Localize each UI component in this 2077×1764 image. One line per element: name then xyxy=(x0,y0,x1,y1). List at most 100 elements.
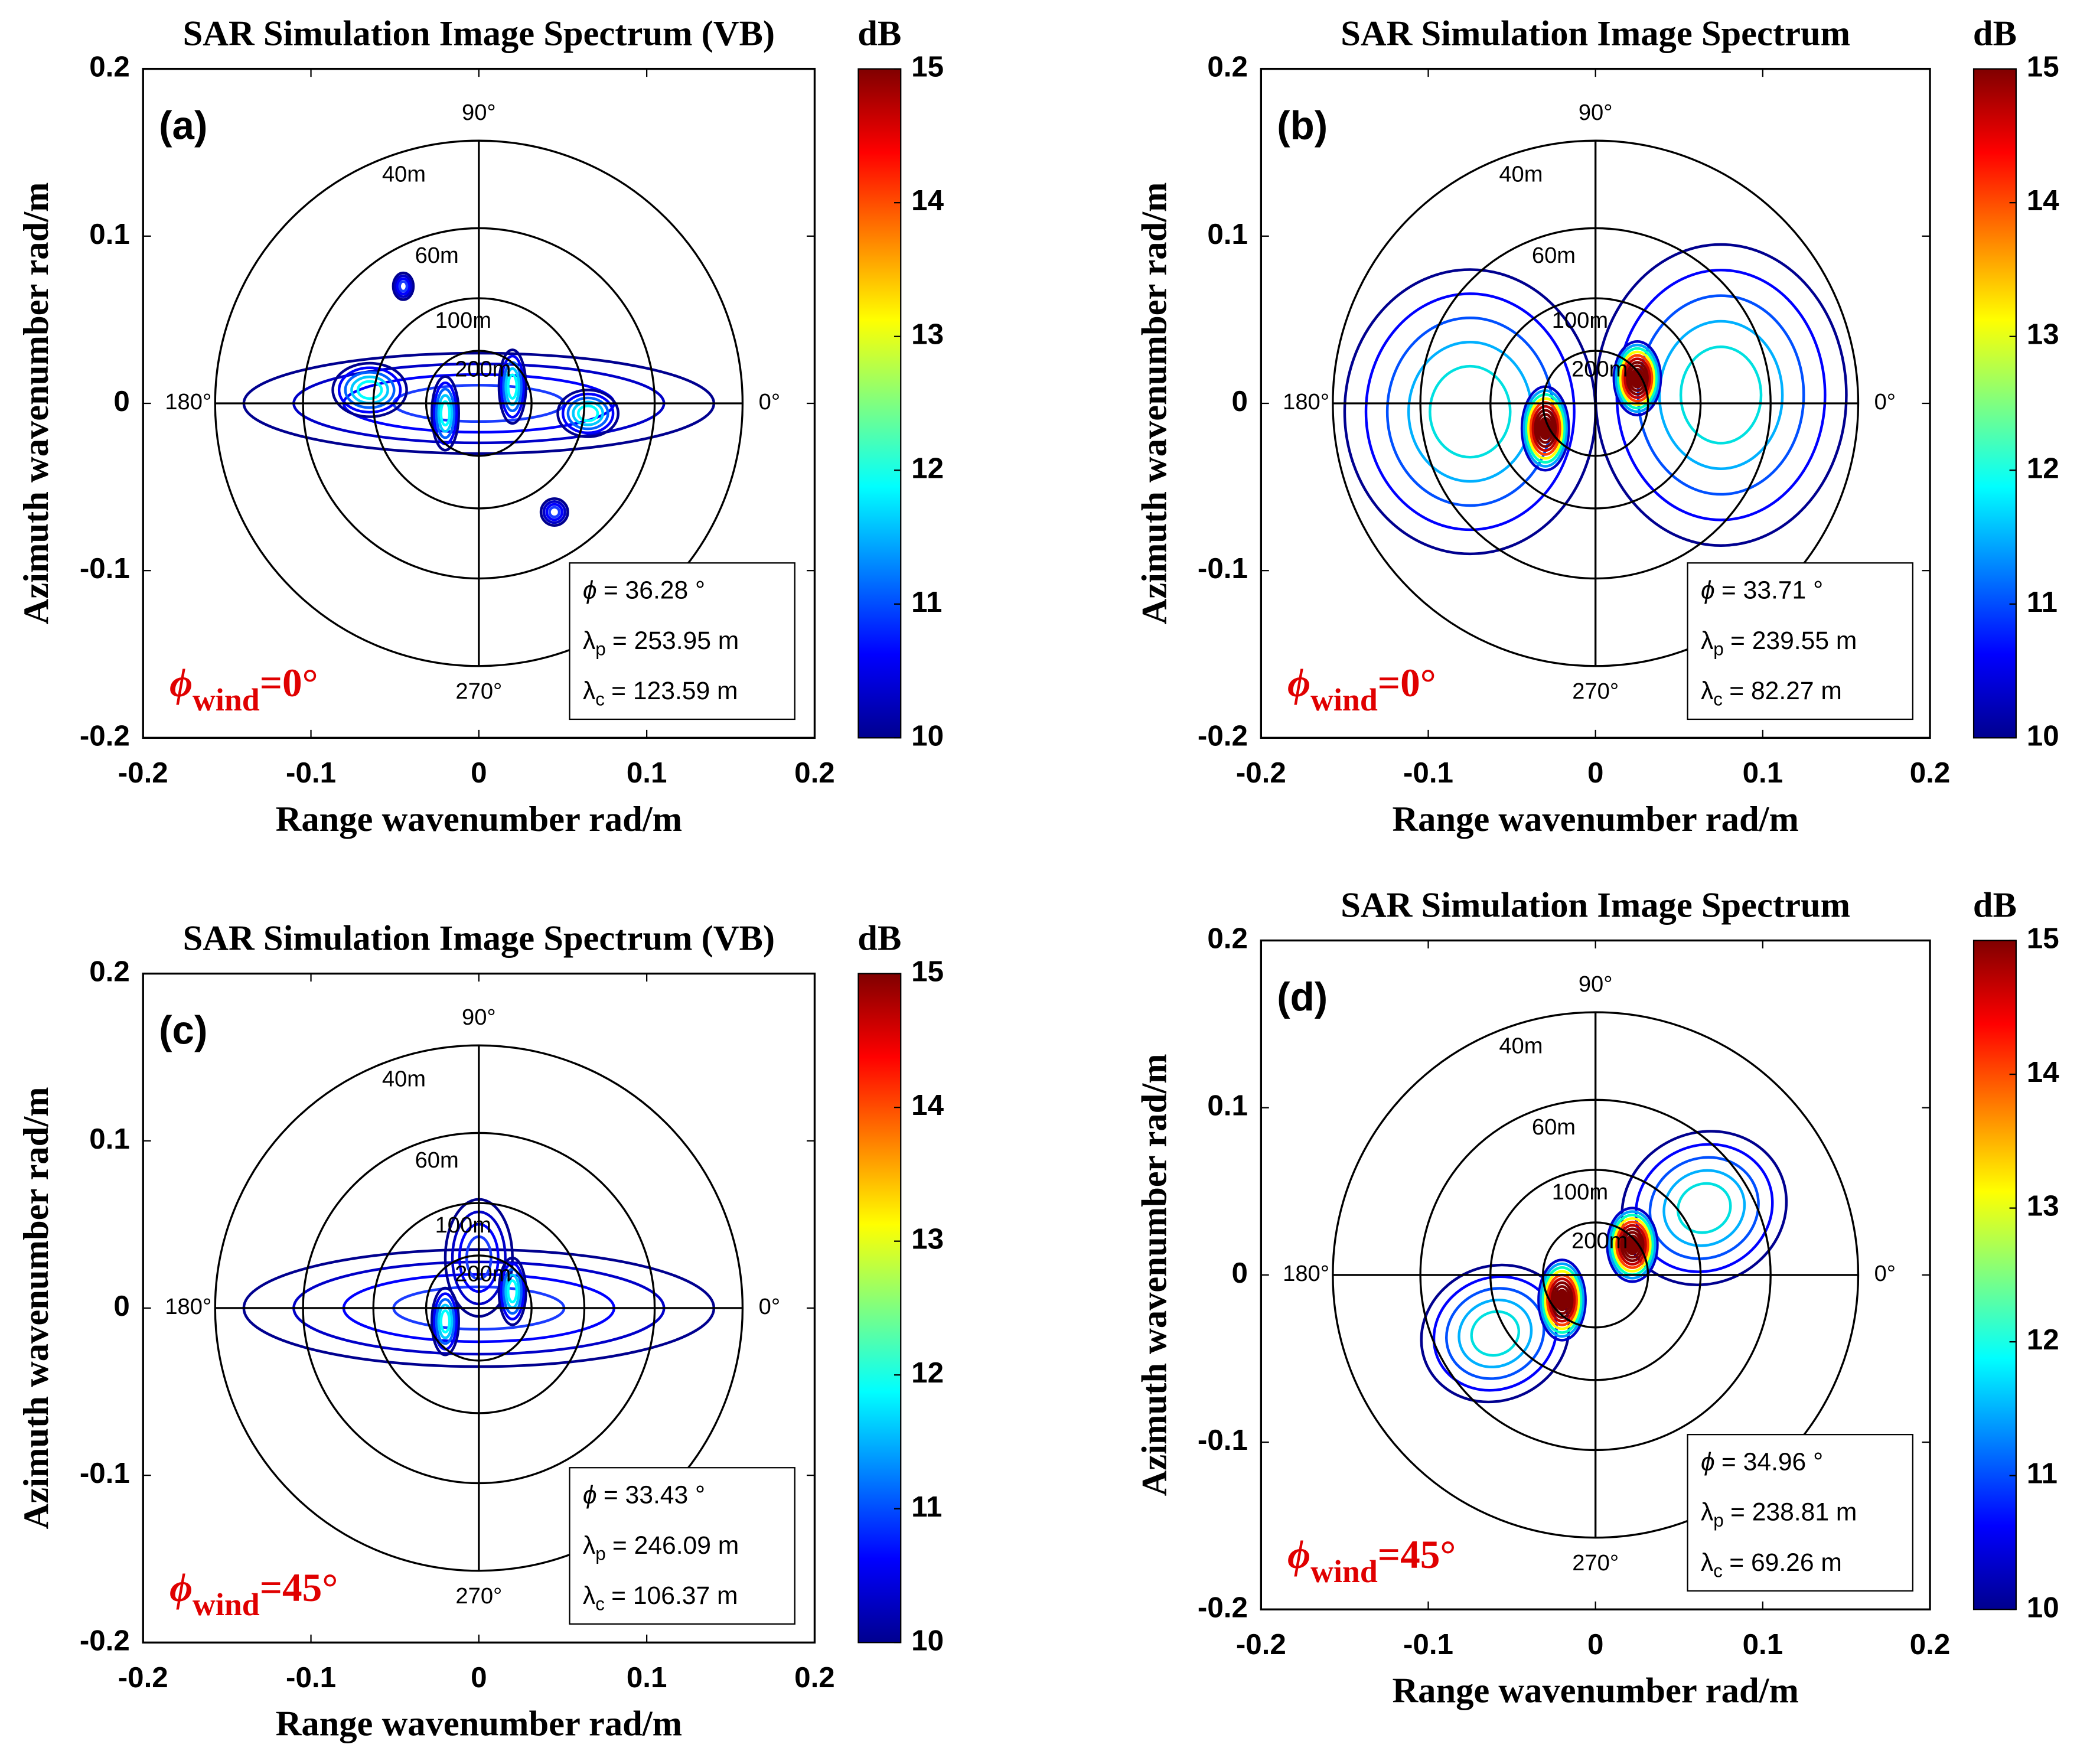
wind-value: =45° xyxy=(1378,1533,1456,1577)
wind-sub: wind xyxy=(193,682,260,718)
colorbar-tick-label: 12 xyxy=(911,1357,944,1389)
contour-line xyxy=(398,280,409,293)
param-symbol: ϕ xyxy=(583,576,597,605)
ring-label: 100m xyxy=(435,1212,491,1238)
y-tick-label: -0.2 xyxy=(1198,1591,1248,1623)
angle-label: 90° xyxy=(462,1005,496,1030)
param-value: = 36.28 ° xyxy=(604,576,705,605)
y-tick-label: 0 xyxy=(113,1290,129,1322)
contour-line xyxy=(1615,343,1660,413)
x-tick-label: 0.2 xyxy=(794,1661,835,1694)
y-tick-label: -0.1 xyxy=(1198,552,1248,585)
angle-label: 0° xyxy=(1874,389,1896,415)
contour-line xyxy=(331,361,408,418)
contour-line xyxy=(502,1268,523,1315)
contour-line xyxy=(1527,397,1564,460)
colorbar-tick-label: 10 xyxy=(911,1624,944,1657)
colorbar-tick-label: 14 xyxy=(2027,184,2059,217)
x-tick-label: 0.2 xyxy=(1910,757,1951,789)
y-tick-label: 0 xyxy=(1231,385,1247,418)
x-axis-label: Range wavenumber rad/m xyxy=(1392,800,1798,839)
contour-line xyxy=(1539,1262,1585,1338)
wind-label: ϕwind=0° xyxy=(169,661,318,718)
y-axis-label: Azimuth wavenumber rad/m xyxy=(17,1087,56,1529)
colorbar-tick-label: 13 xyxy=(911,318,944,351)
contour-line xyxy=(1621,354,1654,403)
param-box xyxy=(1687,1434,1913,1592)
ring-label: 40m xyxy=(1499,1033,1543,1058)
angle-label: 180° xyxy=(165,389,211,415)
contour-line xyxy=(1676,1182,1732,1234)
param-value: = 246.09 m xyxy=(612,1531,739,1560)
contour-line xyxy=(504,367,521,406)
contour-line xyxy=(1541,1266,1583,1334)
x-tick-label: -0.2 xyxy=(1236,757,1286,789)
contour-line xyxy=(1407,340,1533,483)
ring-label: 100m xyxy=(1552,1179,1608,1205)
contour-line xyxy=(1537,1258,1587,1342)
param-text: λp = 246.09 m xyxy=(583,1531,739,1564)
x-tick-label: -0.2 xyxy=(118,1661,168,1694)
contour-line xyxy=(430,375,460,452)
panel: SAR Simulation Image Spectrum Range waven… xyxy=(1134,886,2059,1711)
x-tick-label: -0.1 xyxy=(286,1661,336,1694)
contour-line xyxy=(1623,357,1651,399)
x-tick-label: 0.2 xyxy=(794,757,835,789)
y-tick-label: 0.1 xyxy=(89,218,130,250)
colorbar-label: dB xyxy=(857,919,901,958)
panel-label: (b) xyxy=(1277,103,1328,148)
contour-line xyxy=(435,387,456,439)
param-text: ϕ = 33.43 ° xyxy=(583,1481,705,1509)
panel-label: (a) xyxy=(159,103,207,148)
x-tick-label: -0.2 xyxy=(118,757,168,789)
param-sub: p xyxy=(595,639,605,660)
contour-line xyxy=(548,506,561,519)
param-symbol: λ xyxy=(1701,1548,1713,1577)
param-value: = 123.59 m xyxy=(611,677,738,705)
contour-line xyxy=(539,497,569,527)
contour-line xyxy=(1429,364,1512,459)
contour-line xyxy=(1630,368,1645,389)
param-symbol: λ xyxy=(583,677,595,705)
param-symbol: λ xyxy=(583,627,595,655)
ring-label: 60m xyxy=(1532,1114,1576,1140)
contour-line xyxy=(1628,364,1647,392)
contour-line xyxy=(1626,361,1649,396)
angle-label: 180° xyxy=(1283,1261,1329,1286)
colorbar-tick-label: 13 xyxy=(911,1223,944,1256)
x-tick-label: 0 xyxy=(1587,757,1603,789)
angle-label: 0° xyxy=(759,389,780,415)
chart-title: SAR Simulation Image Spectrum xyxy=(1341,886,1850,925)
contour-line xyxy=(1536,413,1555,444)
y-tick-label: -0.1 xyxy=(80,552,130,585)
param-symbol: λ xyxy=(1701,677,1713,705)
param-sub: c xyxy=(1713,1561,1723,1582)
param-box xyxy=(569,562,795,720)
contour-line xyxy=(1608,1210,1657,1280)
contour-line xyxy=(396,277,410,296)
contour-line xyxy=(439,1309,451,1333)
angle-label: 270° xyxy=(1572,1550,1619,1576)
y-axis-label: Azimuth wavenumber rad/m xyxy=(1134,182,1174,625)
contour-line xyxy=(1470,1310,1521,1357)
contour-line xyxy=(437,394,454,433)
param-value: = 239.55 m xyxy=(1730,627,1857,655)
contour-line xyxy=(435,1297,456,1345)
ring-label: 40m xyxy=(1499,162,1543,187)
param-value: = 82.27 m xyxy=(1729,677,1842,705)
y-tick-label: -0.2 xyxy=(80,1624,130,1657)
ring-label: 100m xyxy=(435,308,491,333)
param-symbol: λ xyxy=(583,1582,595,1610)
colorbar-tick-label: 14 xyxy=(911,184,944,217)
contour-line xyxy=(394,274,413,298)
colorbar-label: dB xyxy=(857,14,901,54)
y-tick-label: 0.2 xyxy=(1207,51,1248,83)
contour-line xyxy=(1620,1227,1645,1263)
y-tick-label: 0.2 xyxy=(1207,922,1248,955)
contour-line xyxy=(1364,292,1576,532)
contour-line xyxy=(497,348,527,425)
param-text: ϕ = 33.71 ° xyxy=(1701,576,1823,605)
contour-line xyxy=(1594,243,1848,547)
panel-label: (c) xyxy=(159,1008,207,1052)
